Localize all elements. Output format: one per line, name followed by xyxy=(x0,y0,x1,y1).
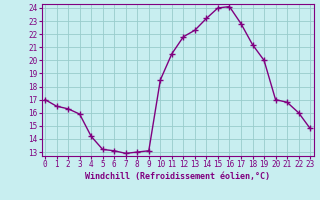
X-axis label: Windchill (Refroidissement éolien,°C): Windchill (Refroidissement éolien,°C) xyxy=(85,172,270,181)
